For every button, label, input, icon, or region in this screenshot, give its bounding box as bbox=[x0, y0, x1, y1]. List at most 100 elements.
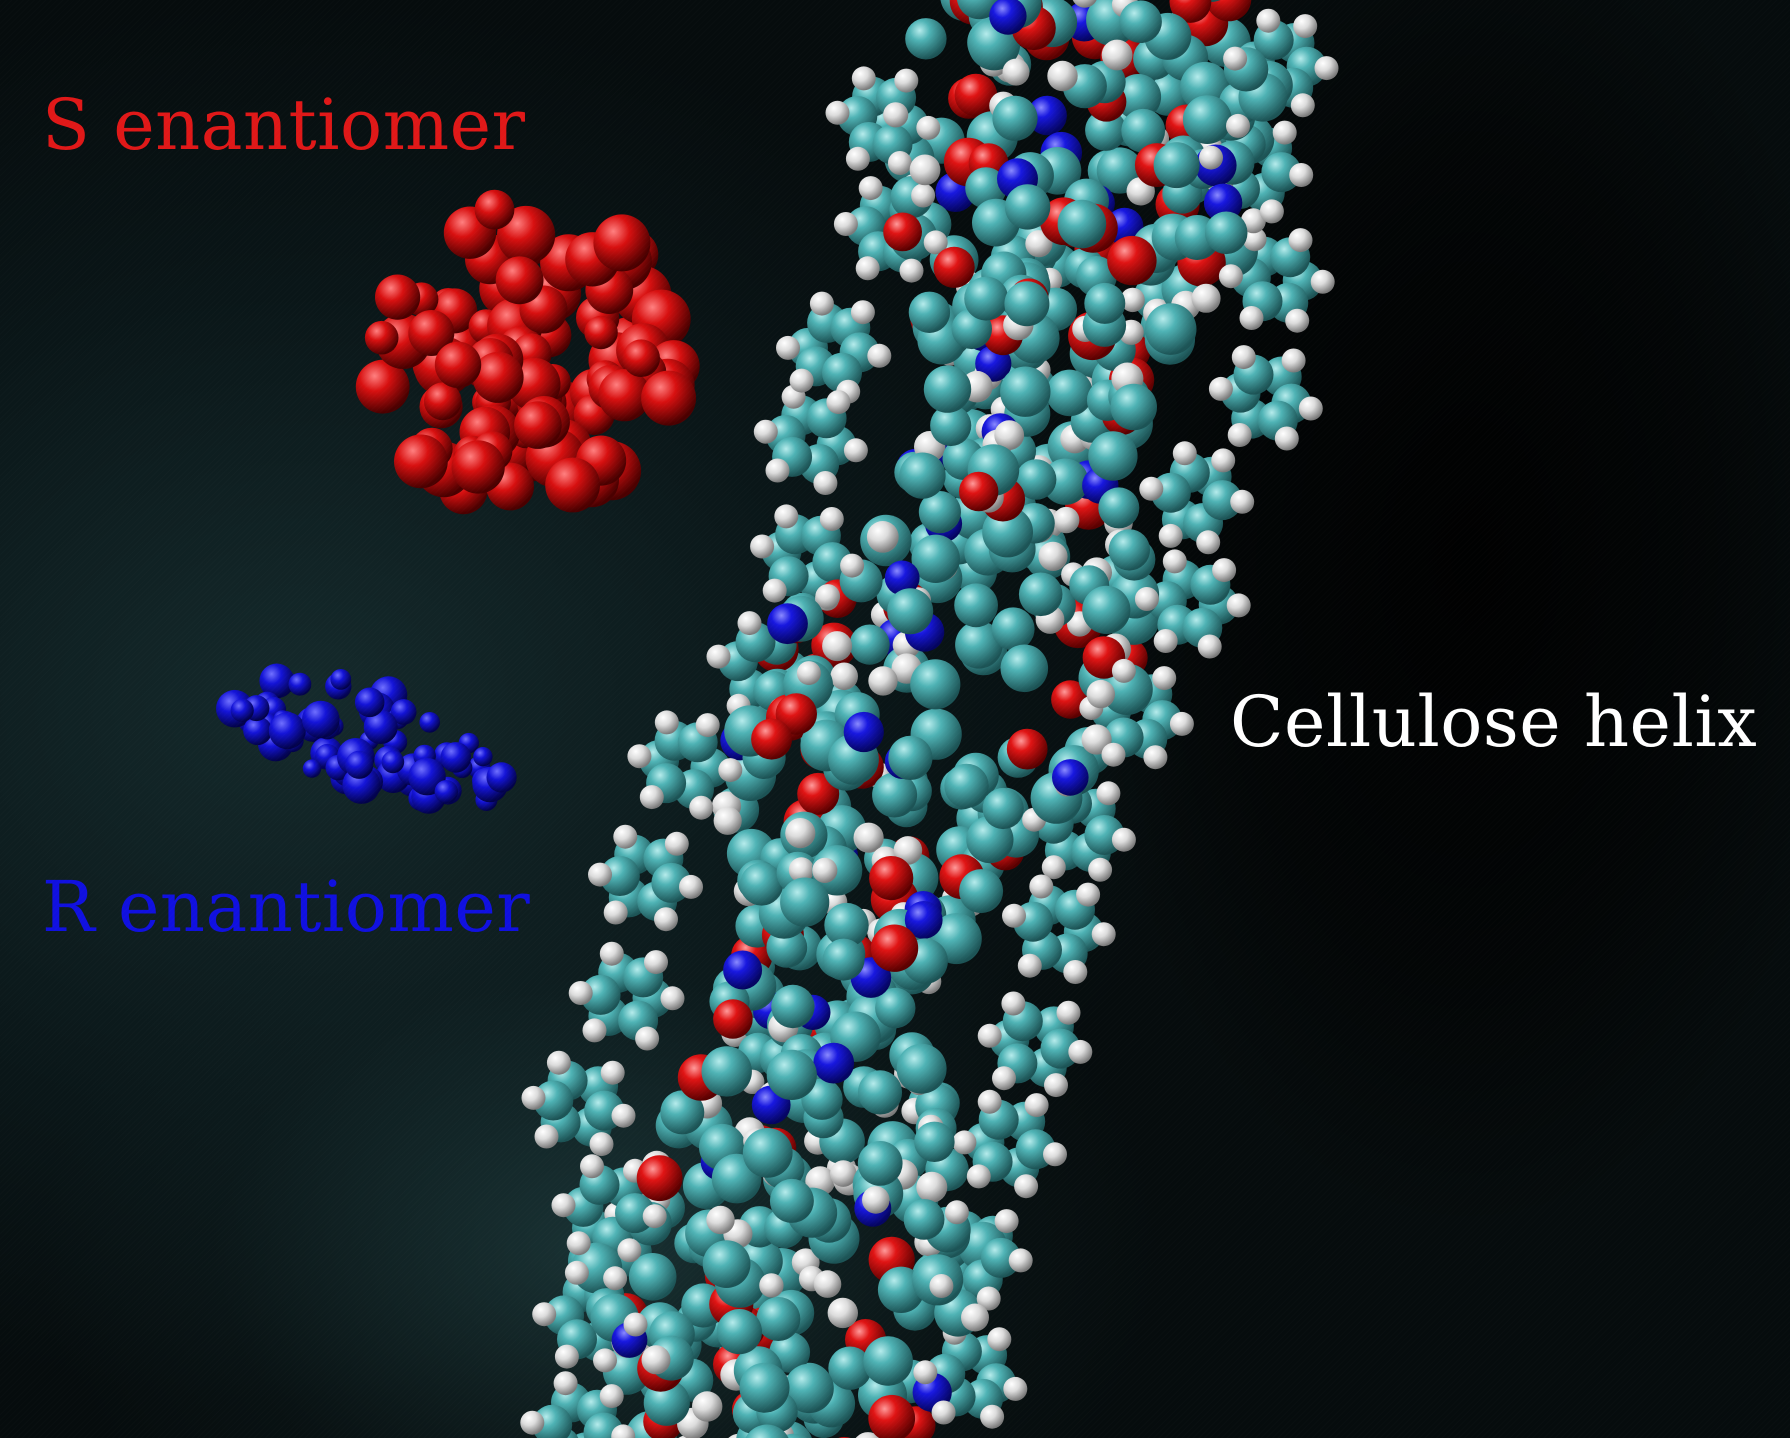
hydrogen-atom bbox=[654, 907, 678, 932]
carbon-atom bbox=[1082, 585, 1131, 635]
s-enantiomer-atom bbox=[375, 274, 421, 320]
carbon-atom bbox=[740, 862, 784, 906]
hydrogen-atom bbox=[664, 831, 689, 856]
hydrogen-atom bbox=[1314, 56, 1339, 81]
oxygen-atom bbox=[883, 212, 922, 252]
hydrogen-atom bbox=[966, 1164, 991, 1189]
hydrogen-atom bbox=[1197, 634, 1222, 659]
hydrogen-atom bbox=[603, 900, 628, 925]
r-enantiomer-atom bbox=[243, 716, 272, 746]
hydrogen-atom bbox=[1226, 593, 1251, 618]
hydrogen-atom bbox=[961, 1303, 989, 1332]
r-enantiomer-atom bbox=[390, 699, 417, 725]
carbon-atom bbox=[888, 735, 933, 781]
carbon-atom bbox=[918, 490, 962, 534]
hydrogen-atom bbox=[1289, 163, 1314, 187]
hydrogen-atom bbox=[1068, 1039, 1093, 1064]
hydrogen-atom bbox=[1223, 46, 1248, 71]
hydrogen-atom bbox=[851, 66, 876, 91]
hydrogen-atom bbox=[1025, 230, 1053, 258]
hydrogen-atom bbox=[855, 824, 883, 852]
hydrogen-atom bbox=[641, 1345, 671, 1375]
hydrogen-atom bbox=[1047, 60, 1078, 92]
nitrogen-atom bbox=[1203, 183, 1243, 222]
hydrogen-atom bbox=[1239, 306, 1264, 330]
carbon-atom bbox=[766, 1049, 817, 1100]
oxygen-atom bbox=[869, 856, 914, 901]
carbon-atom bbox=[1057, 199, 1107, 249]
hydrogen-atom bbox=[1072, 0, 1097, 8]
carbon-atom bbox=[771, 984, 815, 1029]
carbon-atom bbox=[944, 763, 989, 809]
hydrogen-atom bbox=[706, 644, 731, 669]
s-enantiomer-atom bbox=[495, 256, 544, 305]
r-enantiomer-atom bbox=[268, 712, 306, 750]
hydrogen-atom bbox=[1139, 476, 1164, 501]
r-enantiomer-atom bbox=[486, 762, 517, 793]
hydrogen-atom bbox=[911, 183, 936, 208]
carbon-atom bbox=[857, 1141, 903, 1186]
s-enantiomer-atom bbox=[598, 369, 651, 422]
hydrogen-atom bbox=[520, 1410, 545, 1435]
s-enantiomer-atom bbox=[474, 189, 515, 230]
hydrogen-atom bbox=[617, 1238, 642, 1263]
hydrogen-atom bbox=[826, 390, 851, 415]
hydrogen-atom bbox=[1008, 1248, 1033, 1273]
hydrogen-atom bbox=[706, 1205, 735, 1235]
carbon-atom bbox=[1110, 383, 1157, 431]
hydrogen-atom bbox=[830, 1160, 857, 1187]
hydrogen-atom bbox=[774, 504, 799, 529]
s-enantiomer-molecule bbox=[355, 189, 700, 515]
carbon-atom bbox=[1202, 480, 1243, 521]
cellulose-helix-label: Cellulose helix bbox=[1230, 681, 1758, 763]
carbon-atom bbox=[1115, 74, 1162, 120]
hydrogen-atom bbox=[1153, 629, 1178, 653]
oxygen-atom bbox=[713, 999, 753, 1039]
hydrogen-atom bbox=[1212, 558, 1237, 583]
hydrogen-atom bbox=[1310, 269, 1335, 294]
hydrogen-atom bbox=[589, 1132, 614, 1157]
nitrogen-atom bbox=[884, 560, 920, 596]
s-enantiomer-atom bbox=[355, 359, 410, 414]
carbon-atom bbox=[702, 1240, 751, 1288]
hydrogen-atom bbox=[952, 1130, 977, 1155]
carbon-atom bbox=[910, 659, 961, 710]
carbon-atom bbox=[643, 1379, 690, 1426]
oxygen-atom bbox=[954, 73, 998, 117]
hydrogen-atom bbox=[762, 578, 787, 603]
cellulose-helix-molecule bbox=[520, 0, 1339, 1438]
hydrogen-atom bbox=[553, 1371, 578, 1396]
hydrogen-atom bbox=[1227, 423, 1252, 447]
hydrogen-atom bbox=[1003, 1376, 1028, 1401]
carbon-atom bbox=[964, 276, 1009, 321]
nitrogen-atom bbox=[843, 711, 884, 753]
carbon-atom bbox=[1000, 644, 1049, 693]
hydrogen-atom bbox=[588, 862, 612, 887]
r-enantiomer-atom bbox=[302, 759, 322, 778]
hydrogen-atom bbox=[1231, 345, 1256, 370]
hydrogen-atom bbox=[1038, 541, 1068, 572]
hydrogen-atom bbox=[1288, 228, 1313, 253]
carbon-atom bbox=[875, 987, 916, 1029]
nitrogen-atom bbox=[767, 603, 808, 645]
oxygen-atom bbox=[1107, 235, 1157, 286]
carbon-atom bbox=[1108, 529, 1151, 571]
carbon-atom bbox=[905, 18, 947, 60]
nitrogen-atom bbox=[723, 950, 763, 990]
s-enantiomer-atom bbox=[408, 310, 455, 356]
carbon-atom bbox=[769, 1178, 814, 1223]
hydrogen-atom bbox=[603, 1266, 628, 1291]
oxygen-atom bbox=[959, 471, 999, 512]
hydrogen-atom bbox=[909, 154, 941, 186]
hydrogen-atom bbox=[1043, 1142, 1067, 1167]
hydrogen-atom bbox=[1230, 489, 1255, 514]
hydrogen-atom bbox=[1001, 991, 1026, 1016]
hydrogen-atom bbox=[1218, 264, 1243, 289]
hydrogen-atom bbox=[833, 212, 858, 236]
carbon-atom bbox=[822, 938, 865, 981]
hydrogen-atom bbox=[521, 1085, 546, 1110]
carbon-atom bbox=[1144, 303, 1197, 355]
oxygen-atom bbox=[868, 1394, 916, 1438]
hydrogen-atom bbox=[737, 611, 762, 636]
